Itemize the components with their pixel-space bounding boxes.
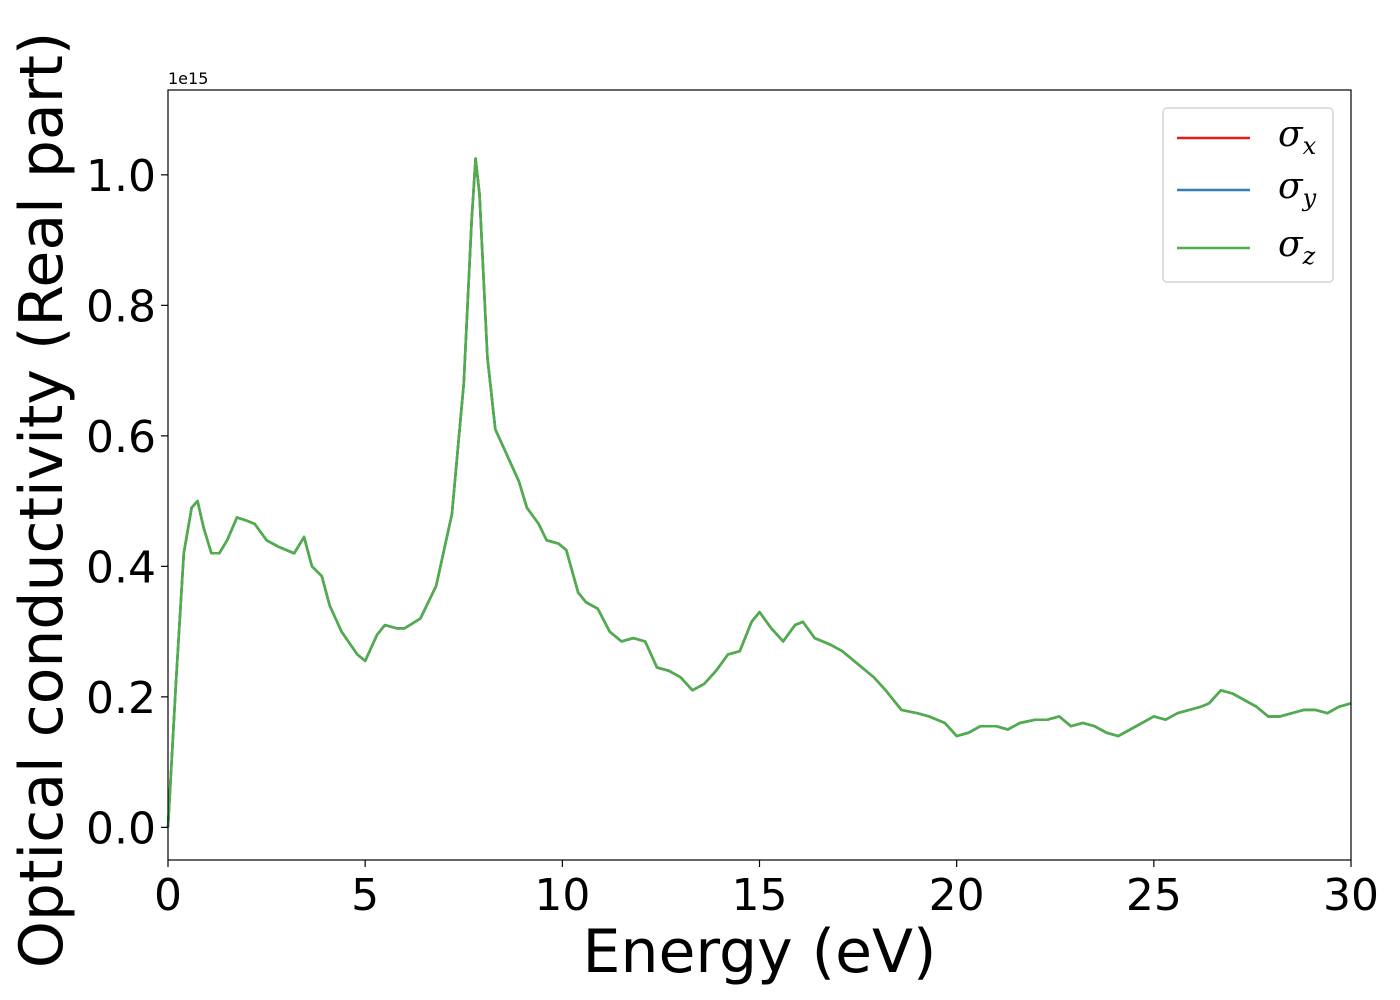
legend-label-sigma-x: σx bbox=[1278, 114, 1317, 160]
y-axis: 0.0 0.2 0.4 0.6 0.8 1.0 bbox=[86, 151, 168, 854]
x-tick-label: 20 bbox=[929, 870, 985, 921]
y-offset-label: 1e15 bbox=[168, 69, 208, 88]
y-tick-label: 0.6 bbox=[86, 412, 156, 463]
legend-box bbox=[1162, 107, 1334, 283]
x-tick-label: 30 bbox=[1323, 870, 1379, 921]
legend-label-sigma-z: σz bbox=[1278, 224, 1316, 270]
legend: σx σy σz bbox=[1162, 107, 1334, 283]
x-tick-label: 0 bbox=[154, 870, 182, 921]
x-tick-label: 10 bbox=[534, 870, 590, 921]
x-axis: 0 5 10 15 20 25 30 bbox=[154, 860, 1379, 921]
x-tick-label: 25 bbox=[1126, 870, 1182, 921]
series-lines bbox=[166, 157, 1352, 828]
series-line-sigma-z bbox=[166, 157, 1352, 828]
x-tick-label: 5 bbox=[351, 870, 379, 921]
x-axis-label: Energy (eV) bbox=[583, 917, 937, 987]
legend-label-sigma-y: σy bbox=[1278, 166, 1317, 212]
y-axis-label: Optical conductivity (Real part) bbox=[7, 32, 77, 969]
y-tick-label: 1.0 bbox=[86, 151, 156, 202]
y-tick-label: 0.0 bbox=[86, 803, 156, 854]
x-tick-label: 15 bbox=[732, 870, 788, 921]
y-tick-label: 0.2 bbox=[86, 673, 156, 724]
y-tick-label: 0.4 bbox=[86, 542, 156, 593]
y-tick-label: 0.8 bbox=[86, 281, 156, 332]
